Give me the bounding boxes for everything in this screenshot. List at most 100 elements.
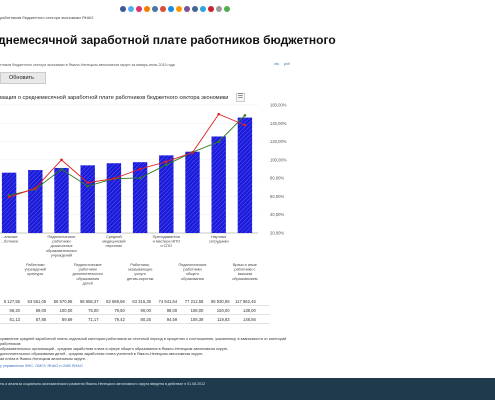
x-category-label: Педагогические работники дошкольных образов… [46, 235, 77, 257]
footer-text: ты и анализа социально-экономического ра… [0, 382, 206, 386]
share-buttons [120, 6, 230, 12]
x-category-label: Работники учреждений культуры [25, 263, 46, 276]
table-cell: 119,83 [217, 317, 230, 322]
x-category-label: Педагогические работники дополнительного об… [73, 263, 103, 285]
bar[interactable] [132, 162, 148, 233]
share-icon[interactable] [224, 6, 230, 12]
series-point[interactable] [60, 167, 63, 171]
series-point[interactable] [86, 184, 89, 188]
table-cell: 71,17 [88, 317, 99, 322]
bar[interactable] [159, 155, 174, 233]
share-icon[interactable] [176, 6, 182, 12]
table-cell: 74 641,64 [158, 299, 178, 304]
series-point[interactable] [243, 123, 247, 127]
table-cell: 62 668,66 [106, 299, 125, 304]
footnote-line: ая плата в Ямало-Ненецком автономном окр… [0, 357, 87, 361]
x-category-label: Работники, оказывающие услуги детям-сиротам [127, 263, 154, 281]
series-point[interactable] [165, 163, 168, 167]
bar[interactable] [185, 151, 200, 233]
table-cell: 150,00 [216, 308, 230, 313]
share-icon[interactable] [128, 6, 134, 12]
share-icon[interactable] [136, 6, 142, 12]
bar[interactable] [237, 117, 253, 233]
y2-tick-label: 140,00% [270, 121, 287, 126]
bar[interactable] [54, 167, 69, 233]
table-cell: 5 127,56 [3, 299, 20, 304]
y2-tick-label: 40,00% [270, 212, 284, 217]
share-icon[interactable] [152, 6, 158, 12]
share-icon[interactable] [216, 6, 222, 12]
bar[interactable] [211, 136, 226, 233]
table-cell: 108,00 [190, 308, 204, 313]
table-cell: 108,39 [190, 317, 204, 322]
table-cell: 80,25 [140, 317, 151, 322]
bar[interactable] [106, 163, 122, 233]
export-pdf-link[interactable]: pdf [284, 61, 290, 66]
table-cell: 58 658,37 [79, 299, 99, 304]
series-point[interactable] [217, 140, 220, 144]
bar[interactable] [80, 165, 95, 233]
footnote-line: дополнительного образования детей - сред… [0, 352, 204, 356]
series-point[interactable] [138, 167, 142, 171]
footnote-line: образовательных организаций - средняя за… [0, 347, 229, 351]
chart-title: мация о среднемесячной заработной плате … [0, 95, 229, 101]
table-row: 5 127,56 53 551,05 56 570,95 58 658,37 62 66… [0, 297, 270, 306]
table-cell: 77 212,58 [184, 299, 204, 304]
table-cell: 61,13 [9, 317, 20, 322]
share-icon[interactable] [208, 6, 214, 12]
refresh-button[interactable]: Обновить [0, 72, 46, 84]
bar[interactable] [28, 170, 43, 233]
series-point[interactable] [34, 186, 37, 190]
footnotes: сравнение средней заработной платы отдел… [0, 337, 300, 362]
table-cell: 79,42 [114, 317, 125, 322]
series-point[interactable] [138, 176, 142, 180]
source-note: у управления ФНС, ОМСУ ЯНАО и ОИВ ЯНАО [0, 364, 83, 368]
table-cell: 138,00 [242, 308, 256, 313]
table-cell: 69,00 [35, 308, 47, 313]
table-cell: 56 570,95 [53, 299, 73, 304]
series-point[interactable] [243, 114, 247, 117]
breadcrumb: работников бюджетного сектора экономики … [0, 15, 94, 20]
table-row: 59,20 69,00 100,00 75,00 79,50 90,00 98,00 108,… [0, 306, 270, 315]
y2-tick-label: 120,00% [270, 139, 287, 144]
y2-tick-label: 100,00% [270, 157, 287, 162]
menu-icon: ☰ [237, 94, 244, 100]
series-point[interactable] [7, 195, 11, 199]
x-category-label: Преподаватели и мастера НПО и СПО [153, 235, 180, 248]
chart-menu-button[interactable]: ☰ [236, 93, 245, 102]
export-xls-link[interactable]: xls [274, 61, 279, 66]
table-cell: 100,00 [59, 308, 73, 313]
share-icon[interactable] [120, 6, 126, 12]
series-point[interactable] [191, 151, 194, 154]
page-title: днемесячной заработной плате работников … [0, 33, 336, 47]
series-line [8, 113, 246, 198]
table-row: 61,13 67,85 89,69 71,17 79,42 80,25 94,59 108,3… [0, 315, 270, 324]
series-point[interactable] [86, 181, 89, 185]
share-icon[interactable] [168, 6, 174, 12]
table-cell: 89,69 [61, 317, 73, 322]
series-point[interactable] [60, 158, 63, 162]
site-footer: ты и анализа социально-экономического ра… [0, 378, 495, 400]
share-icon[interactable] [192, 6, 198, 12]
x-category-label: Педагогические работники общего образования [179, 263, 207, 281]
y2-tick-label: 60,00% [270, 194, 284, 199]
table-cell: 63 315,35 [132, 299, 151, 304]
x-category-label: …альные …ботники [0, 235, 18, 244]
table-cell: 59,20 [9, 308, 20, 313]
y2-tick-label: 160,00% [270, 103, 287, 108]
table-cell: 53 551,05 [27, 299, 47, 304]
series-point[interactable] [112, 177, 116, 180]
table-cell: 148,56 [242, 317, 256, 322]
series-point[interactable] [217, 112, 220, 116]
y2-tick-label: 80,00% [270, 176, 284, 181]
series-point[interactable] [165, 160, 168, 163]
table-cell: 90,00 [140, 308, 151, 313]
table-cell: 67,85 [35, 317, 47, 322]
share-icon[interactable] [144, 6, 150, 12]
share-icon[interactable] [200, 6, 206, 12]
share-icon[interactable] [184, 6, 190, 12]
chart: 160,00% 140,00% 120,00% 100,00% 80,00% 60,00%… [0, 103, 287, 285]
bar[interactable] [1, 172, 17, 233]
x-category-label: Средний медицинский персонал [102, 235, 125, 248]
share-icon[interactable] [160, 6, 166, 12]
